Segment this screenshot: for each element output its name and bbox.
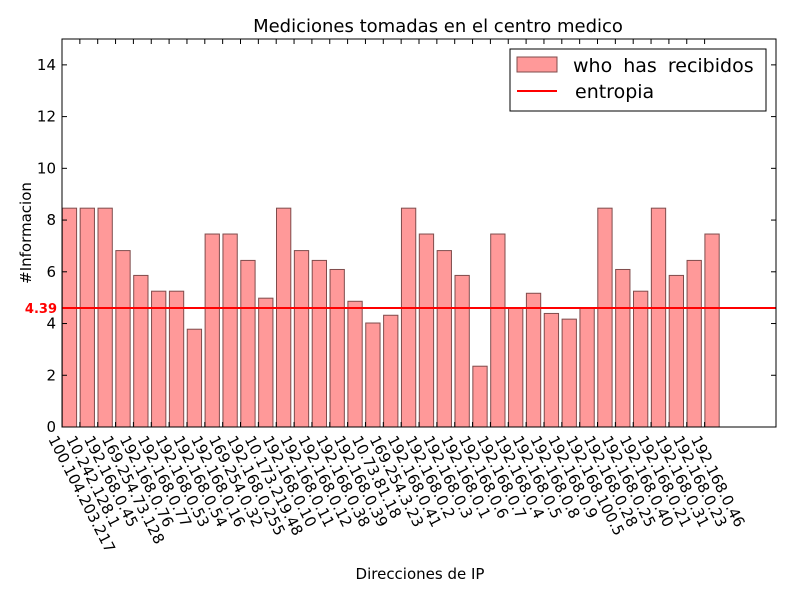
legend-label-bars: who has recibidos xyxy=(573,55,754,77)
bar xyxy=(418,233,435,428)
bar xyxy=(329,268,345,428)
bar xyxy=(561,318,577,428)
bar xyxy=(490,233,506,428)
bar xyxy=(704,233,720,428)
bar xyxy=(579,307,595,428)
bar xyxy=(615,268,631,428)
bar xyxy=(650,207,667,428)
y-tick-label: 14 xyxy=(37,56,56,74)
bar xyxy=(258,297,274,428)
bar xyxy=(400,207,417,428)
bar xyxy=(686,259,702,428)
bar xyxy=(436,250,452,428)
bar xyxy=(222,233,238,428)
bar xyxy=(454,274,470,428)
chart-title: Mediciones tomadas en el centro medico xyxy=(253,16,623,37)
bar xyxy=(347,300,363,428)
bar xyxy=(472,365,488,428)
y-tick-label: 4 xyxy=(46,315,56,333)
bar xyxy=(543,312,560,428)
bar xyxy=(204,233,220,428)
reference-line-value-label: 4.39 xyxy=(25,302,57,317)
y-axis-label: #Informacion xyxy=(17,182,35,284)
bar xyxy=(597,207,613,428)
bar xyxy=(79,207,95,428)
y-tick-label: 8 xyxy=(46,211,56,229)
bar xyxy=(168,290,185,428)
bar xyxy=(383,314,399,428)
legend-label-line: entropia xyxy=(575,81,654,103)
bar xyxy=(311,259,328,428)
bar xyxy=(61,207,78,428)
bar xyxy=(97,207,113,428)
bar xyxy=(293,250,310,428)
bar xyxy=(633,290,649,428)
y-tick-label: 10 xyxy=(37,159,56,177)
bar xyxy=(276,207,292,428)
bar xyxy=(151,290,167,428)
bar xyxy=(365,322,381,428)
y-tick-label: 2 xyxy=(46,366,56,384)
legend-swatch-bars xyxy=(516,56,558,73)
bar xyxy=(668,274,685,428)
y-tick-label: 12 xyxy=(37,108,56,126)
bar xyxy=(186,328,203,428)
bar xyxy=(133,274,149,428)
bar xyxy=(240,259,256,428)
y-tick-label: 0 xyxy=(46,418,56,436)
x-axis-label: Direcciones de IP xyxy=(356,565,485,583)
bar xyxy=(115,250,131,428)
y-tick-label: 6 xyxy=(46,263,56,281)
bar xyxy=(508,307,524,428)
bar xyxy=(525,292,542,428)
legend: who has recibidos entropia xyxy=(509,48,767,112)
